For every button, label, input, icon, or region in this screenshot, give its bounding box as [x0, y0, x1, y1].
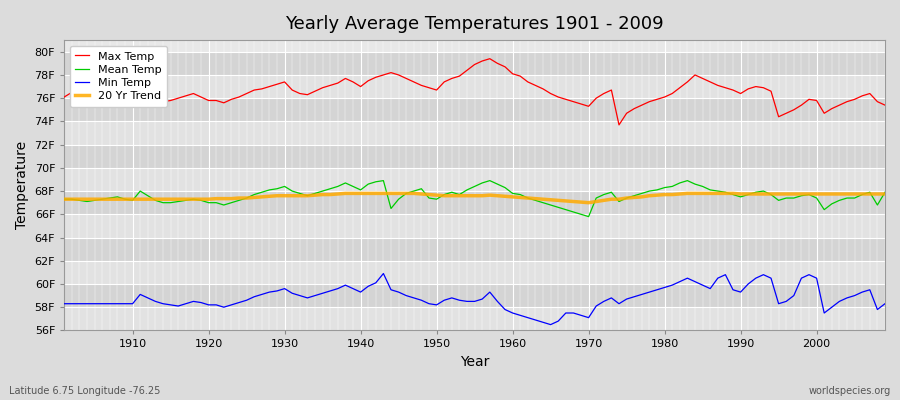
- Y-axis label: Temperature: Temperature: [15, 141, 29, 229]
- Legend: Max Temp, Mean Temp, Min Temp, 20 Yr Trend: Max Temp, Mean Temp, Min Temp, 20 Yr Tre…: [70, 46, 166, 107]
- Text: worldspecies.org: worldspecies.org: [809, 386, 891, 396]
- 20 Yr Trend: [515, 195, 526, 200]
- Mean Temp: [515, 192, 526, 197]
- Bar: [64, 191, 885, 214]
- Mean Temp: [332, 184, 343, 189]
- Min Temp: [515, 313, 526, 318]
- Title: Yearly Average Temperatures 1901 - 2009: Yearly Average Temperatures 1901 - 2009: [285, 15, 664, 33]
- Mean Temp: [583, 214, 594, 219]
- Mean Temp: [120, 197, 130, 202]
- Max Temp: [484, 56, 495, 61]
- Bar: [64, 214, 885, 238]
- 20 Yr Trend: [583, 200, 594, 205]
- Mean Temp: [287, 189, 298, 194]
- Text: Latitude 6.75 Longitude -76.25: Latitude 6.75 Longitude -76.25: [9, 386, 160, 396]
- Mean Temp: [58, 197, 69, 202]
- Min Temp: [508, 310, 518, 315]
- 20 Yr Trend: [120, 197, 130, 202]
- 20 Yr Trend: [287, 193, 298, 198]
- Min Temp: [120, 301, 130, 306]
- Bar: [64, 261, 885, 284]
- Bar: [64, 168, 885, 191]
- Bar: [64, 52, 885, 75]
- Line: 20 Yr Trend: 20 Yr Trend: [64, 193, 885, 203]
- Bar: [64, 284, 885, 307]
- Max Temp: [606, 88, 616, 92]
- X-axis label: Year: Year: [460, 355, 490, 369]
- Bar: [64, 145, 885, 168]
- Bar: [64, 238, 885, 261]
- Mean Temp: [879, 190, 890, 195]
- Max Temp: [879, 103, 890, 108]
- Max Temp: [58, 95, 69, 100]
- Max Temp: [508, 71, 518, 76]
- Max Temp: [287, 88, 298, 92]
- Min Temp: [378, 271, 389, 276]
- Min Temp: [58, 301, 69, 306]
- Min Temp: [287, 291, 298, 296]
- Line: Min Temp: Min Temp: [64, 274, 885, 325]
- Mean Temp: [614, 199, 625, 204]
- Min Temp: [545, 322, 556, 327]
- Bar: [64, 98, 885, 121]
- Max Temp: [515, 74, 526, 78]
- 20 Yr Trend: [332, 192, 343, 196]
- 20 Yr Trend: [508, 194, 518, 199]
- Min Temp: [614, 301, 625, 306]
- Min Temp: [332, 286, 343, 291]
- Line: Mean Temp: Mean Temp: [64, 181, 885, 217]
- Mean Temp: [378, 178, 389, 183]
- Line: Max Temp: Max Temp: [64, 59, 885, 125]
- Bar: [64, 121, 885, 145]
- Max Temp: [120, 98, 130, 103]
- 20 Yr Trend: [340, 191, 351, 196]
- Max Temp: [332, 81, 343, 86]
- Mean Temp: [508, 191, 518, 196]
- Bar: [64, 75, 885, 98]
- Min Temp: [879, 301, 890, 306]
- 20 Yr Trend: [58, 197, 69, 202]
- 20 Yr Trend: [879, 192, 890, 196]
- Bar: [64, 307, 885, 330]
- 20 Yr Trend: [614, 197, 625, 202]
- Max Temp: [614, 122, 625, 127]
